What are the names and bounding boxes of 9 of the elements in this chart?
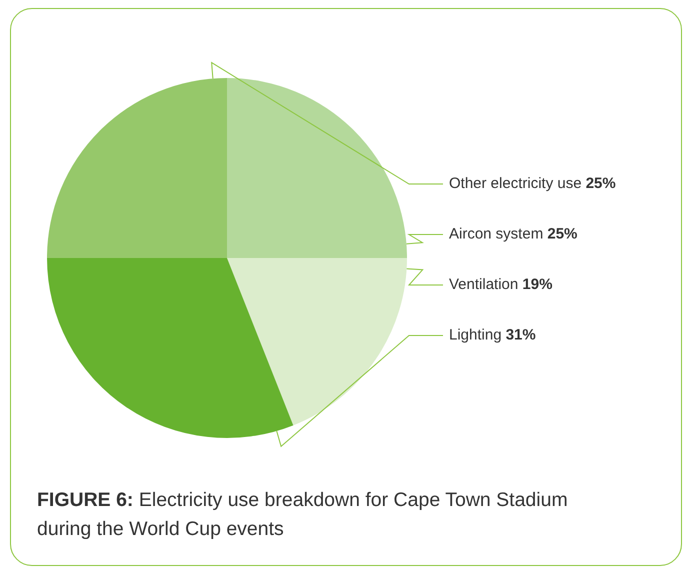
slice-label: Other electricity use: [449, 175, 586, 192]
data-label: 25%: [586, 175, 616, 192]
data-label: 25%: [547, 226, 578, 243]
data-label: 31%: [506, 326, 536, 344]
data-label: 19%: [522, 276, 552, 294]
text: FIGURE 6: Electricity use breakdown for Cape Town Stadium during the World Cup events: [37, 489, 568, 540]
slice-label: Lighting: [449, 326, 506, 344]
slice-label: Aircon system: [449, 226, 548, 243]
slice-label: Ventilation: [449, 276, 522, 294]
